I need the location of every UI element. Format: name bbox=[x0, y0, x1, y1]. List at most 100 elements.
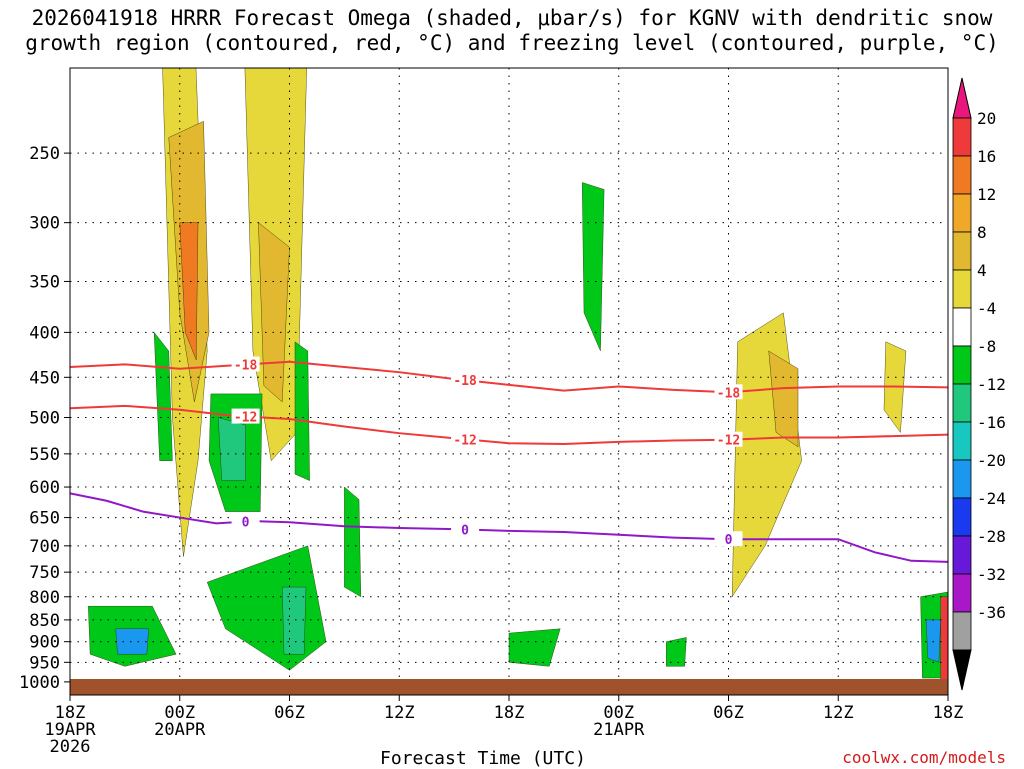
x-axis-title: Forecast Time (UTC) bbox=[380, 748, 586, 769]
pressure-label: 600 bbox=[29, 478, 60, 498]
pressure-label: 250 bbox=[29, 144, 60, 164]
colorbar-band bbox=[952, 269, 972, 309]
time-tick-label: 18Z bbox=[933, 703, 964, 723]
pressure-label: 750 bbox=[29, 563, 60, 583]
contour-label: -12 bbox=[234, 411, 257, 426]
colorbar-band bbox=[952, 345, 972, 385]
omega-shaded-cell bbox=[258, 222, 290, 403]
pressure-label: 650 bbox=[29, 509, 60, 529]
colorbar-tick-label: 4 bbox=[977, 261, 987, 280]
ground-surface bbox=[70, 679, 948, 695]
time-tick-label: 00Z bbox=[603, 703, 634, 723]
time-tick-label: 12Z bbox=[384, 703, 415, 723]
pressure-label: 550 bbox=[29, 445, 60, 465]
omega-shaded-cell bbox=[294, 341, 310, 481]
colorbar-tick-label: -36 bbox=[977, 603, 1006, 622]
colorbar-band bbox=[952, 611, 972, 651]
time-tick-label: 18Z bbox=[494, 703, 525, 723]
time-tick-label: 00Z bbox=[164, 703, 195, 723]
contour--12 bbox=[70, 404, 948, 446]
omega-shaded-cell bbox=[940, 596, 948, 683]
date-label: 19APR bbox=[44, 720, 96, 740]
colorbar-tick-label: 16 bbox=[977, 147, 996, 166]
omega-shaded-cell bbox=[925, 619, 941, 663]
omega-shaded-cell bbox=[508, 628, 561, 667]
colorbar-tick-label: 12 bbox=[977, 185, 996, 204]
contour-label-bg bbox=[714, 431, 743, 447]
colorbar-tick-label: -4 bbox=[977, 299, 996, 318]
pressure-label: 300 bbox=[29, 214, 60, 234]
contour-label-bg bbox=[231, 513, 260, 529]
omega-shaded-cell bbox=[206, 545, 327, 671]
pressure-label: 350 bbox=[29, 272, 60, 292]
colorbar-band bbox=[952, 421, 972, 461]
colorbar-top-arrow bbox=[952, 77, 972, 119]
chart-title: 2026041918 HRRR Forecast Omega (shaded, … bbox=[25, 6, 999, 55]
colorbar-tick-label: 8 bbox=[977, 223, 987, 242]
colorbar-band bbox=[952, 231, 972, 271]
omega-shaded-cell bbox=[581, 182, 605, 352]
time-tick-label: 18Z bbox=[55, 703, 86, 723]
colorbar-tick-label: -28 bbox=[977, 527, 1006, 546]
omega-shaded-cell bbox=[768, 350, 799, 448]
omega-shaded-cell bbox=[115, 628, 149, 655]
contour-label: -18 bbox=[234, 359, 258, 374]
pressure-label: 700 bbox=[29, 537, 60, 557]
contour-label: 0 bbox=[461, 523, 469, 538]
source-credit: coolwx.com/models bbox=[842, 748, 1006, 767]
date-label: 20APR bbox=[154, 720, 206, 740]
year-label: 2026 bbox=[50, 737, 91, 757]
colorbar-tick-label: -24 bbox=[977, 489, 1006, 508]
time-tick-label: 12Z bbox=[823, 703, 854, 723]
pressure-label: 850 bbox=[29, 611, 60, 631]
colorbar-band bbox=[952, 117, 972, 157]
colorbar-tick-label: -8 bbox=[977, 337, 996, 356]
pressure-axis-labels: 2503003504004505005506006507007508008509… bbox=[19, 144, 70, 693]
contour-label-bg bbox=[451, 431, 480, 447]
pressure-label: 950 bbox=[29, 653, 60, 673]
contour-label-bg bbox=[231, 408, 260, 424]
colorbar-band bbox=[952, 573, 972, 613]
time-tick-label: 06Z bbox=[274, 703, 305, 723]
contour-0 bbox=[70, 492, 948, 563]
contour-label-bg bbox=[231, 356, 260, 372]
omega-shaded-cell bbox=[344, 486, 362, 597]
colorbar-bottom-arrow bbox=[952, 649, 972, 691]
pressure-label: 800 bbox=[29, 588, 60, 608]
colorbar-band bbox=[952, 307, 972, 347]
omega-shaded-cell bbox=[153, 332, 173, 461]
pressure-label: 450 bbox=[29, 368, 60, 388]
omega-shading bbox=[88, 68, 948, 683]
omega-shaded-cell bbox=[281, 586, 307, 655]
contour--18 bbox=[70, 360, 948, 394]
colorbar-tick-label: -32 bbox=[977, 565, 1006, 584]
colorbar-band bbox=[952, 459, 972, 499]
contour-label: 0 bbox=[242, 516, 250, 531]
omega-shaded-cell bbox=[217, 417, 246, 481]
time-tick-label: 06Z bbox=[713, 703, 744, 723]
temperature-contours: -18 -18 -18 -12 -12 -12 0 0 0 bbox=[70, 356, 948, 563]
contour-label-bg bbox=[714, 531, 743, 547]
omega-shaded-cell bbox=[666, 637, 687, 667]
contour-label-bg bbox=[451, 372, 480, 388]
contour-label-bg bbox=[714, 384, 743, 400]
colorbar-tick-label: -12 bbox=[977, 375, 1006, 394]
contour-label: -12 bbox=[717, 434, 740, 449]
colorbar-tick-label: -20 bbox=[977, 451, 1006, 470]
colorbar-tick-label: 20 bbox=[977, 109, 996, 128]
contour-label: 0 bbox=[725, 533, 733, 548]
colorbar-band bbox=[952, 193, 972, 233]
colorbar-band bbox=[952, 497, 972, 537]
colorbar-tick-label: -16 bbox=[977, 413, 1006, 432]
pressure-label: 1000 bbox=[19, 673, 60, 693]
contour-label: -18 bbox=[453, 374, 477, 389]
pressure-label: 500 bbox=[29, 408, 60, 428]
pressure-label: 900 bbox=[29, 633, 60, 653]
pressure-label: 400 bbox=[29, 323, 60, 343]
contour-label: -18 bbox=[717, 386, 741, 401]
colorbar-band bbox=[952, 535, 972, 575]
omega-shaded-cell bbox=[731, 312, 802, 597]
contour-label: -12 bbox=[453, 433, 476, 448]
